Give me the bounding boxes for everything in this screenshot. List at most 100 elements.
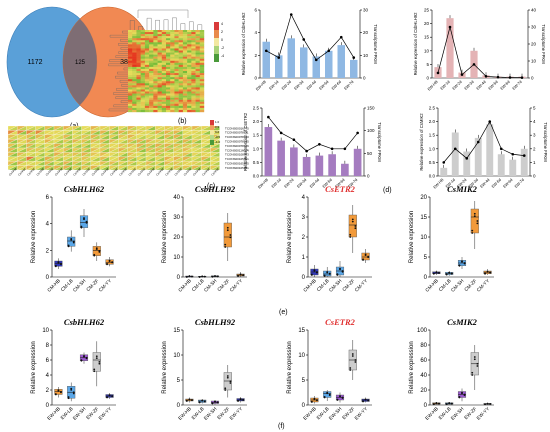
heatmap-cell bbox=[199, 85, 205, 88]
heatmap-cell bbox=[161, 75, 167, 78]
fpkm-point bbox=[314, 58, 318, 62]
heatmap-cell bbox=[195, 50, 200, 53]
heatmap-cell bbox=[170, 79, 175, 82]
heatmap-cell bbox=[136, 105, 141, 109]
heatmap-c-row-label: TCONS00105801 bbox=[225, 166, 249, 170]
heatmap-cell bbox=[149, 105, 154, 109]
heatmap-cell bbox=[174, 77, 179, 80]
heatmap-cell bbox=[191, 30, 196, 33]
heatmap-cell bbox=[153, 107, 158, 111]
heatmap-cell bbox=[178, 103, 184, 107]
heatmap-cell bbox=[144, 34, 150, 37]
heatmap-cell bbox=[128, 81, 133, 84]
heatmap-cell bbox=[195, 85, 200, 88]
heatmap-cell bbox=[153, 60, 158, 63]
heatmap-cell bbox=[187, 36, 192, 39]
chart-d-csbhlh62: 0 2 4 6 0 10 20 30 EW-HB EW-1d EW-2d EW-3d EW-4d EW-5… bbox=[241, 8, 378, 92]
chart-title: CsMIK2 bbox=[447, 184, 478, 194]
heatmap-cell bbox=[153, 83, 158, 86]
chart-axes bbox=[261, 108, 365, 177]
heatmap-cell bbox=[149, 52, 154, 55]
heatmap-cell bbox=[174, 38, 179, 41]
heatmap-cell bbox=[132, 56, 137, 59]
heatmap-cell bbox=[178, 71, 184, 74]
heatmap-cell bbox=[144, 46, 150, 49]
data-point bbox=[471, 371, 474, 374]
dendrogram-branch bbox=[122, 30, 128, 34]
heatmap-cell bbox=[128, 89, 133, 92]
y-tick-label: 4 bbox=[46, 222, 50, 228]
heatmap-cell bbox=[195, 95, 200, 98]
data-point bbox=[316, 399, 318, 401]
heatmap-cell bbox=[182, 68, 188, 72]
fpkm-point bbox=[499, 147, 503, 151]
chart-title: CsETR2 bbox=[325, 317, 356, 327]
y-tick-label: 40 bbox=[173, 195, 180, 201]
bar bbox=[277, 140, 285, 176]
heatmap-cell bbox=[199, 95, 205, 98]
x-tick-label: EW-5d bbox=[488, 80, 499, 91]
bar bbox=[328, 154, 336, 176]
heatmap-cell bbox=[161, 52, 167, 55]
heatmap-cell bbox=[149, 85, 154, 88]
heatmap-cell bbox=[199, 68, 205, 72]
y-tick-label: 60 bbox=[420, 358, 427, 364]
y-axis-label: Relative expression bbox=[409, 211, 415, 263]
data-point bbox=[341, 270, 344, 272]
heatmap-cell bbox=[153, 95, 158, 98]
box bbox=[223, 222, 232, 248]
dendrogram-branch bbox=[117, 71, 128, 75]
heatmap-cell bbox=[144, 85, 150, 88]
heatmap-cell bbox=[140, 64, 146, 68]
heatmap-cell bbox=[178, 91, 184, 94]
heatmap-cell bbox=[178, 95, 184, 98]
heatmap-cell bbox=[166, 44, 171, 47]
heatmap-cell bbox=[132, 73, 137, 76]
heatmap-cell bbox=[182, 77, 188, 80]
fpkm-point bbox=[339, 35, 343, 39]
data-point bbox=[242, 398, 245, 401]
heatmap-cell bbox=[157, 97, 162, 100]
heatmap-cell bbox=[187, 95, 192, 98]
heatmap-cell bbox=[187, 42, 192, 45]
x-tick-label: CM-SH bbox=[203, 278, 219, 294]
heatmap-cell bbox=[157, 48, 162, 51]
fpkm-line bbox=[443, 120, 525, 163]
chart-f-csbhlh62: 0246810EW-HBEW-LBEW-SHEW-ZFEW-YYCsbHLH62… bbox=[31, 317, 116, 422]
y2-tick-label: 20 bbox=[531, 42, 537, 47]
heatmap-b-cells bbox=[128, 30, 205, 113]
heatmap-cell bbox=[187, 66, 192, 70]
data-point bbox=[80, 225, 83, 228]
heatmap-c-column-label: CsTPM bbox=[173, 167, 183, 177]
heatmap-cell bbox=[132, 66, 137, 70]
heatmap-cell bbox=[178, 30, 184, 33]
heatmap-cell bbox=[195, 73, 200, 76]
heatmap-cell bbox=[191, 52, 196, 55]
heatmap-cell bbox=[199, 75, 205, 78]
heatmap-cell bbox=[178, 62, 184, 66]
heatmap-cell bbox=[161, 85, 167, 88]
heatmap-cell bbox=[128, 71, 133, 74]
heatmap-cell bbox=[153, 103, 158, 107]
bar bbox=[341, 163, 349, 176]
heatmap-cell bbox=[149, 99, 154, 102]
heatmap-cell bbox=[132, 68, 137, 72]
heatmap-cell bbox=[153, 89, 158, 92]
bar bbox=[497, 154, 505, 176]
heatmap-cell bbox=[191, 42, 196, 45]
x-tick-label: EW-3d bbox=[293, 80, 304, 91]
y-tick-label: 80 bbox=[420, 343, 427, 349]
y-tick-label: 0.0 bbox=[253, 174, 260, 179]
heatmap-cell bbox=[178, 54, 184, 57]
data-point bbox=[226, 226, 229, 229]
x-tick-label: EW-2d bbox=[281, 80, 292, 91]
bar bbox=[350, 59, 358, 78]
heatmap-cell bbox=[161, 36, 167, 39]
heatmap-cell bbox=[128, 85, 133, 88]
dendrogram-branch bbox=[129, 20, 135, 30]
heatmap-cell bbox=[182, 91, 188, 94]
y-tick-label: 15 bbox=[298, 328, 305, 334]
left-dendrogram bbox=[108, 30, 128, 112]
heatmap-cell bbox=[153, 97, 158, 100]
heatmap-cell bbox=[174, 60, 179, 63]
